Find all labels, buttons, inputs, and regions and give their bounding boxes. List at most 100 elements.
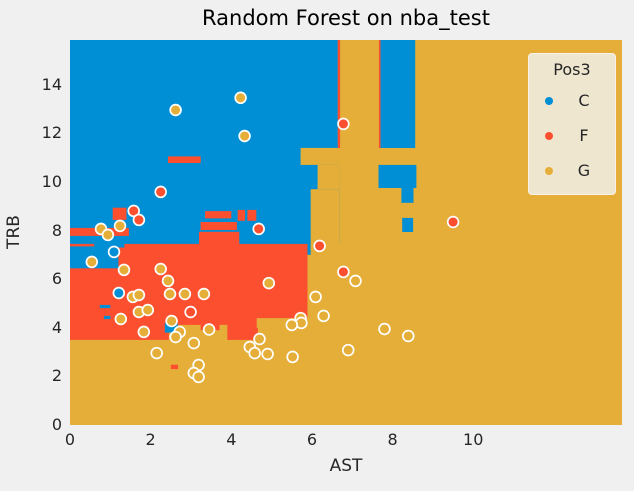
decision-region-F bbox=[170, 364, 179, 370]
decision-region-F bbox=[337, 40, 341, 148]
decision-region-C bbox=[99, 304, 111, 309]
scatter-point-F bbox=[127, 204, 140, 218]
scatter-point-F bbox=[446, 215, 460, 229]
legend-item-label: F bbox=[579, 126, 589, 145]
scatter-point-C bbox=[107, 245, 121, 259]
scatter-point-F bbox=[184, 305, 197, 319]
decision-region-C bbox=[70, 40, 340, 244]
decision-region-F bbox=[227, 327, 258, 337]
decision-region-F bbox=[378, 40, 382, 148]
scatter-point-G bbox=[85, 255, 99, 269]
scatter-point-G bbox=[192, 370, 205, 384]
scatter-point-G bbox=[402, 329, 415, 343]
scatter-point-G bbox=[101, 228, 115, 242]
scatter-point-G bbox=[137, 325, 151, 339]
scatter-point-G bbox=[248, 346, 261, 360]
legend-marker-icon bbox=[545, 131, 553, 140]
scatter-point-F bbox=[337, 117, 350, 131]
scatter-point-G bbox=[165, 314, 178, 328]
scatter-point-F bbox=[154, 185, 167, 199]
scatter-point-G bbox=[262, 276, 276, 290]
legend-item-label: C bbox=[578, 91, 590, 110]
legend-marker-icon bbox=[545, 166, 553, 175]
scatter-point-F bbox=[132, 213, 146, 227]
decision-region-C bbox=[402, 217, 414, 232]
y-tick-label: 2 bbox=[51, 366, 62, 386]
x-tick-label: 0 bbox=[64, 430, 76, 449]
scatter-point-G bbox=[154, 262, 167, 276]
y-tick-label: 12 bbox=[41, 123, 62, 143]
scatter-point-G bbox=[253, 332, 266, 346]
decision-region-F bbox=[199, 231, 240, 246]
y-axis-label: TRB bbox=[4, 215, 24, 249]
scatter-point-G bbox=[317, 309, 330, 323]
decision-region-C bbox=[378, 164, 417, 188]
legend-item-F: F bbox=[529, 118, 615, 153]
legend-item-G: G bbox=[529, 153, 615, 188]
legend-item-label: G bbox=[577, 161, 591, 180]
y-tick-label: 14 bbox=[41, 74, 62, 94]
decision-region-G bbox=[300, 147, 417, 165]
scatter-point-G bbox=[163, 287, 177, 301]
decision-region-C bbox=[401, 188, 414, 203]
decision-region-G bbox=[310, 189, 340, 250]
decision-region-C bbox=[103, 315, 111, 320]
scatter-point-F bbox=[252, 222, 265, 236]
scatter-point-G bbox=[285, 318, 299, 332]
chart-title: Random Forest on nba_test bbox=[202, 6, 490, 30]
legend-item-C: C bbox=[529, 83, 615, 118]
scatter-point-G bbox=[150, 346, 163, 360]
y-tick-label: 10 bbox=[41, 171, 62, 191]
decision-region-C bbox=[380, 40, 416, 148]
decision-region-F bbox=[205, 211, 232, 219]
scatter-point-G bbox=[178, 287, 192, 301]
y-tick-label: 6 bbox=[51, 269, 62, 289]
scatter-point-C bbox=[112, 286, 126, 300]
x-tick-label: 4 bbox=[226, 430, 237, 449]
scatter-point-G bbox=[114, 312, 128, 326]
y-tick-label: 8 bbox=[51, 220, 62, 240]
scatter-point-G bbox=[141, 303, 155, 317]
scatter-point-G bbox=[169, 103, 182, 117]
scatter-point-G bbox=[132, 288, 146, 302]
x-tick-label: 8 bbox=[387, 430, 398, 449]
decision-region-F bbox=[168, 156, 201, 163]
scatter-point-G bbox=[286, 350, 299, 364]
scatter-point-G bbox=[341, 343, 355, 357]
y-tick-label: 0 bbox=[51, 415, 62, 434]
scatter-point-G bbox=[309, 290, 322, 304]
decision-region-G bbox=[317, 164, 340, 190]
decision-region-F bbox=[200, 222, 237, 230]
x-tick-label: 2 bbox=[145, 430, 156, 449]
scatter-point-G bbox=[261, 347, 274, 361]
decision-region-C bbox=[94, 236, 125, 248]
legend-marker-icon bbox=[545, 96, 553, 105]
scatter-point-G bbox=[117, 263, 131, 277]
scatter-point-G bbox=[197, 287, 211, 301]
scatter-point-G bbox=[187, 336, 201, 350]
scatter-point-G bbox=[349, 274, 362, 288]
scatter-point-G bbox=[238, 129, 251, 143]
scatter-point-G bbox=[169, 330, 182, 344]
chart-svg bbox=[70, 40, 460, 384]
scatter-point-F bbox=[313, 239, 326, 253]
x-tick-label: 6 bbox=[306, 430, 318, 449]
y-tick-label: 4 bbox=[51, 317, 62, 337]
scatter-point-G bbox=[113, 219, 127, 233]
scatter-point-G bbox=[378, 322, 391, 336]
scatter-point-F bbox=[337, 265, 350, 279]
decision-region-F bbox=[237, 209, 245, 221]
x-axis-label: AST bbox=[329, 456, 363, 476]
decision-region-F bbox=[112, 207, 127, 220]
decision-region-C bbox=[164, 322, 178, 333]
decision-region-F bbox=[247, 209, 257, 221]
scatter-point-G bbox=[202, 323, 216, 336]
scatter-point-G bbox=[234, 91, 247, 105]
scatter-point-G bbox=[161, 274, 175, 288]
legend-title: Pos3 bbox=[553, 60, 591, 79]
x-tick-label: 10 bbox=[463, 430, 484, 449]
